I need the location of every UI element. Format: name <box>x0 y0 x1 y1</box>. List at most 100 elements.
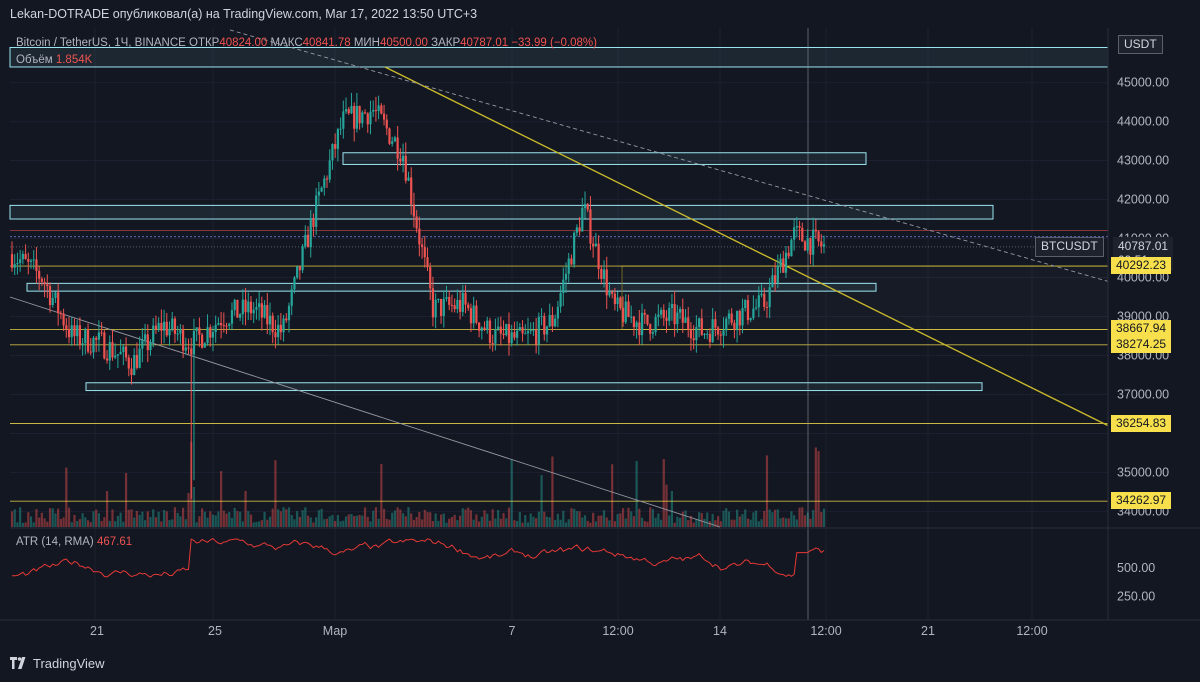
candle-body <box>220 323 223 326</box>
candle-body <box>195 327 198 332</box>
volume-bar <box>162 510 166 527</box>
volume-bar <box>678 517 682 527</box>
volume-bar <box>130 509 133 527</box>
volume-bar <box>654 517 657 527</box>
volume-bar <box>774 509 777 527</box>
volume-bar <box>43 518 46 527</box>
volume-bar <box>38 517 41 527</box>
candle-body <box>201 334 204 348</box>
candle-body <box>361 112 364 124</box>
volume-bar <box>670 490 674 527</box>
volume-bar <box>380 463 383 527</box>
candle-body <box>301 246 304 271</box>
candle-body <box>268 315 272 325</box>
candle-body <box>668 308 671 321</box>
candle-body <box>488 320 492 343</box>
candle-body <box>222 325 225 327</box>
candle-body <box>592 243 595 247</box>
candle-body <box>160 322 163 331</box>
candle-body <box>162 321 166 331</box>
currency-label[interactable]: USDT <box>1118 35 1163 54</box>
candle-body <box>820 241 823 247</box>
candle-body <box>662 309 665 318</box>
volume-bar <box>632 516 635 527</box>
candle-body <box>312 218 315 227</box>
header-text: Lekan-DOTRADE опубликовал(а) на TradingV… <box>10 7 478 21</box>
price-legend: Bitcoin / TetherUS, 1Ч, BINANCE ОТКР4082… <box>16 37 597 49</box>
volume-bar <box>570 508 573 527</box>
volume-bar <box>499 518 502 527</box>
volume-bar <box>95 509 98 527</box>
candle-body <box>258 303 261 308</box>
volume-bar <box>760 519 763 527</box>
candle-body <box>95 337 98 340</box>
volume-bar <box>526 522 530 527</box>
volume-bar <box>795 519 798 527</box>
candle-body <box>233 299 236 311</box>
candle-body <box>822 244 826 247</box>
candle-body <box>513 332 516 338</box>
candle-body <box>116 354 120 356</box>
volume-bar <box>646 521 649 527</box>
volume-bar <box>320 508 323 527</box>
price-tick-label: 45000.00 <box>1117 76 1169 90</box>
volume-bar <box>453 514 456 527</box>
volume-bar <box>564 522 568 527</box>
candle-body <box>706 333 709 335</box>
volume-bar <box>689 515 693 527</box>
support-resistance-zones[interactable] <box>9 46 1109 392</box>
volume-bar <box>309 517 312 527</box>
candle-body <box>803 241 807 251</box>
candle-body <box>670 304 674 309</box>
volume-bar <box>448 518 451 527</box>
volume-bar <box>13 509 16 527</box>
candle-body <box>339 128 342 130</box>
candle-body <box>632 316 635 328</box>
volume-bar <box>513 520 516 527</box>
volume-bar <box>532 516 535 527</box>
candle-body <box>255 307 258 310</box>
candle-body <box>616 297 619 305</box>
candle-body <box>399 158 402 162</box>
volume-bar <box>543 511 546 527</box>
candle-body <box>374 110 378 112</box>
volume-bar <box>611 464 614 527</box>
trendlines[interactable] <box>9 29 1109 528</box>
volume-bar <box>551 456 554 527</box>
volume-bar <box>657 513 660 527</box>
time-axis-label: 21 <box>921 624 935 638</box>
volume-bar <box>735 509 739 527</box>
price-zone <box>85 382 983 392</box>
volume-bar <box>40 512 43 527</box>
volume-bar <box>19 507 22 527</box>
candle-body <box>456 299 459 310</box>
volume-bar <box>581 517 584 527</box>
volume-bar <box>374 507 378 527</box>
volume-bar <box>507 507 511 527</box>
footer-brand: TradingView <box>33 656 105 671</box>
volume-bar <box>738 516 741 527</box>
price-zone <box>26 282 877 292</box>
candle-body <box>746 300 750 321</box>
candle-body <box>266 305 269 325</box>
candle-body <box>385 119 388 129</box>
volume-bar <box>122 521 125 527</box>
candle-body <box>782 258 785 273</box>
volume-bar <box>820 511 823 527</box>
candle-body <box>646 314 649 325</box>
candle-body <box>453 305 456 310</box>
volume-bar <box>48 508 52 527</box>
time-axis-label: 12:00 <box>1016 624 1047 638</box>
volume-bar <box>355 515 358 527</box>
volume-bar <box>70 522 73 527</box>
candle-body <box>659 309 663 315</box>
candle-body <box>559 293 562 307</box>
volume-bar <box>518 511 521 527</box>
candle-body <box>355 105 358 129</box>
legend-symbol: Bitcoin / TetherUS, 1Ч, BINANCE <box>16 37 186 49</box>
candle-body <box>377 105 380 112</box>
candle-body <box>608 291 611 296</box>
horizontal-levels[interactable] <box>10 28 1108 620</box>
symbol-tag: BTCUSDT <box>1035 237 1104 257</box>
